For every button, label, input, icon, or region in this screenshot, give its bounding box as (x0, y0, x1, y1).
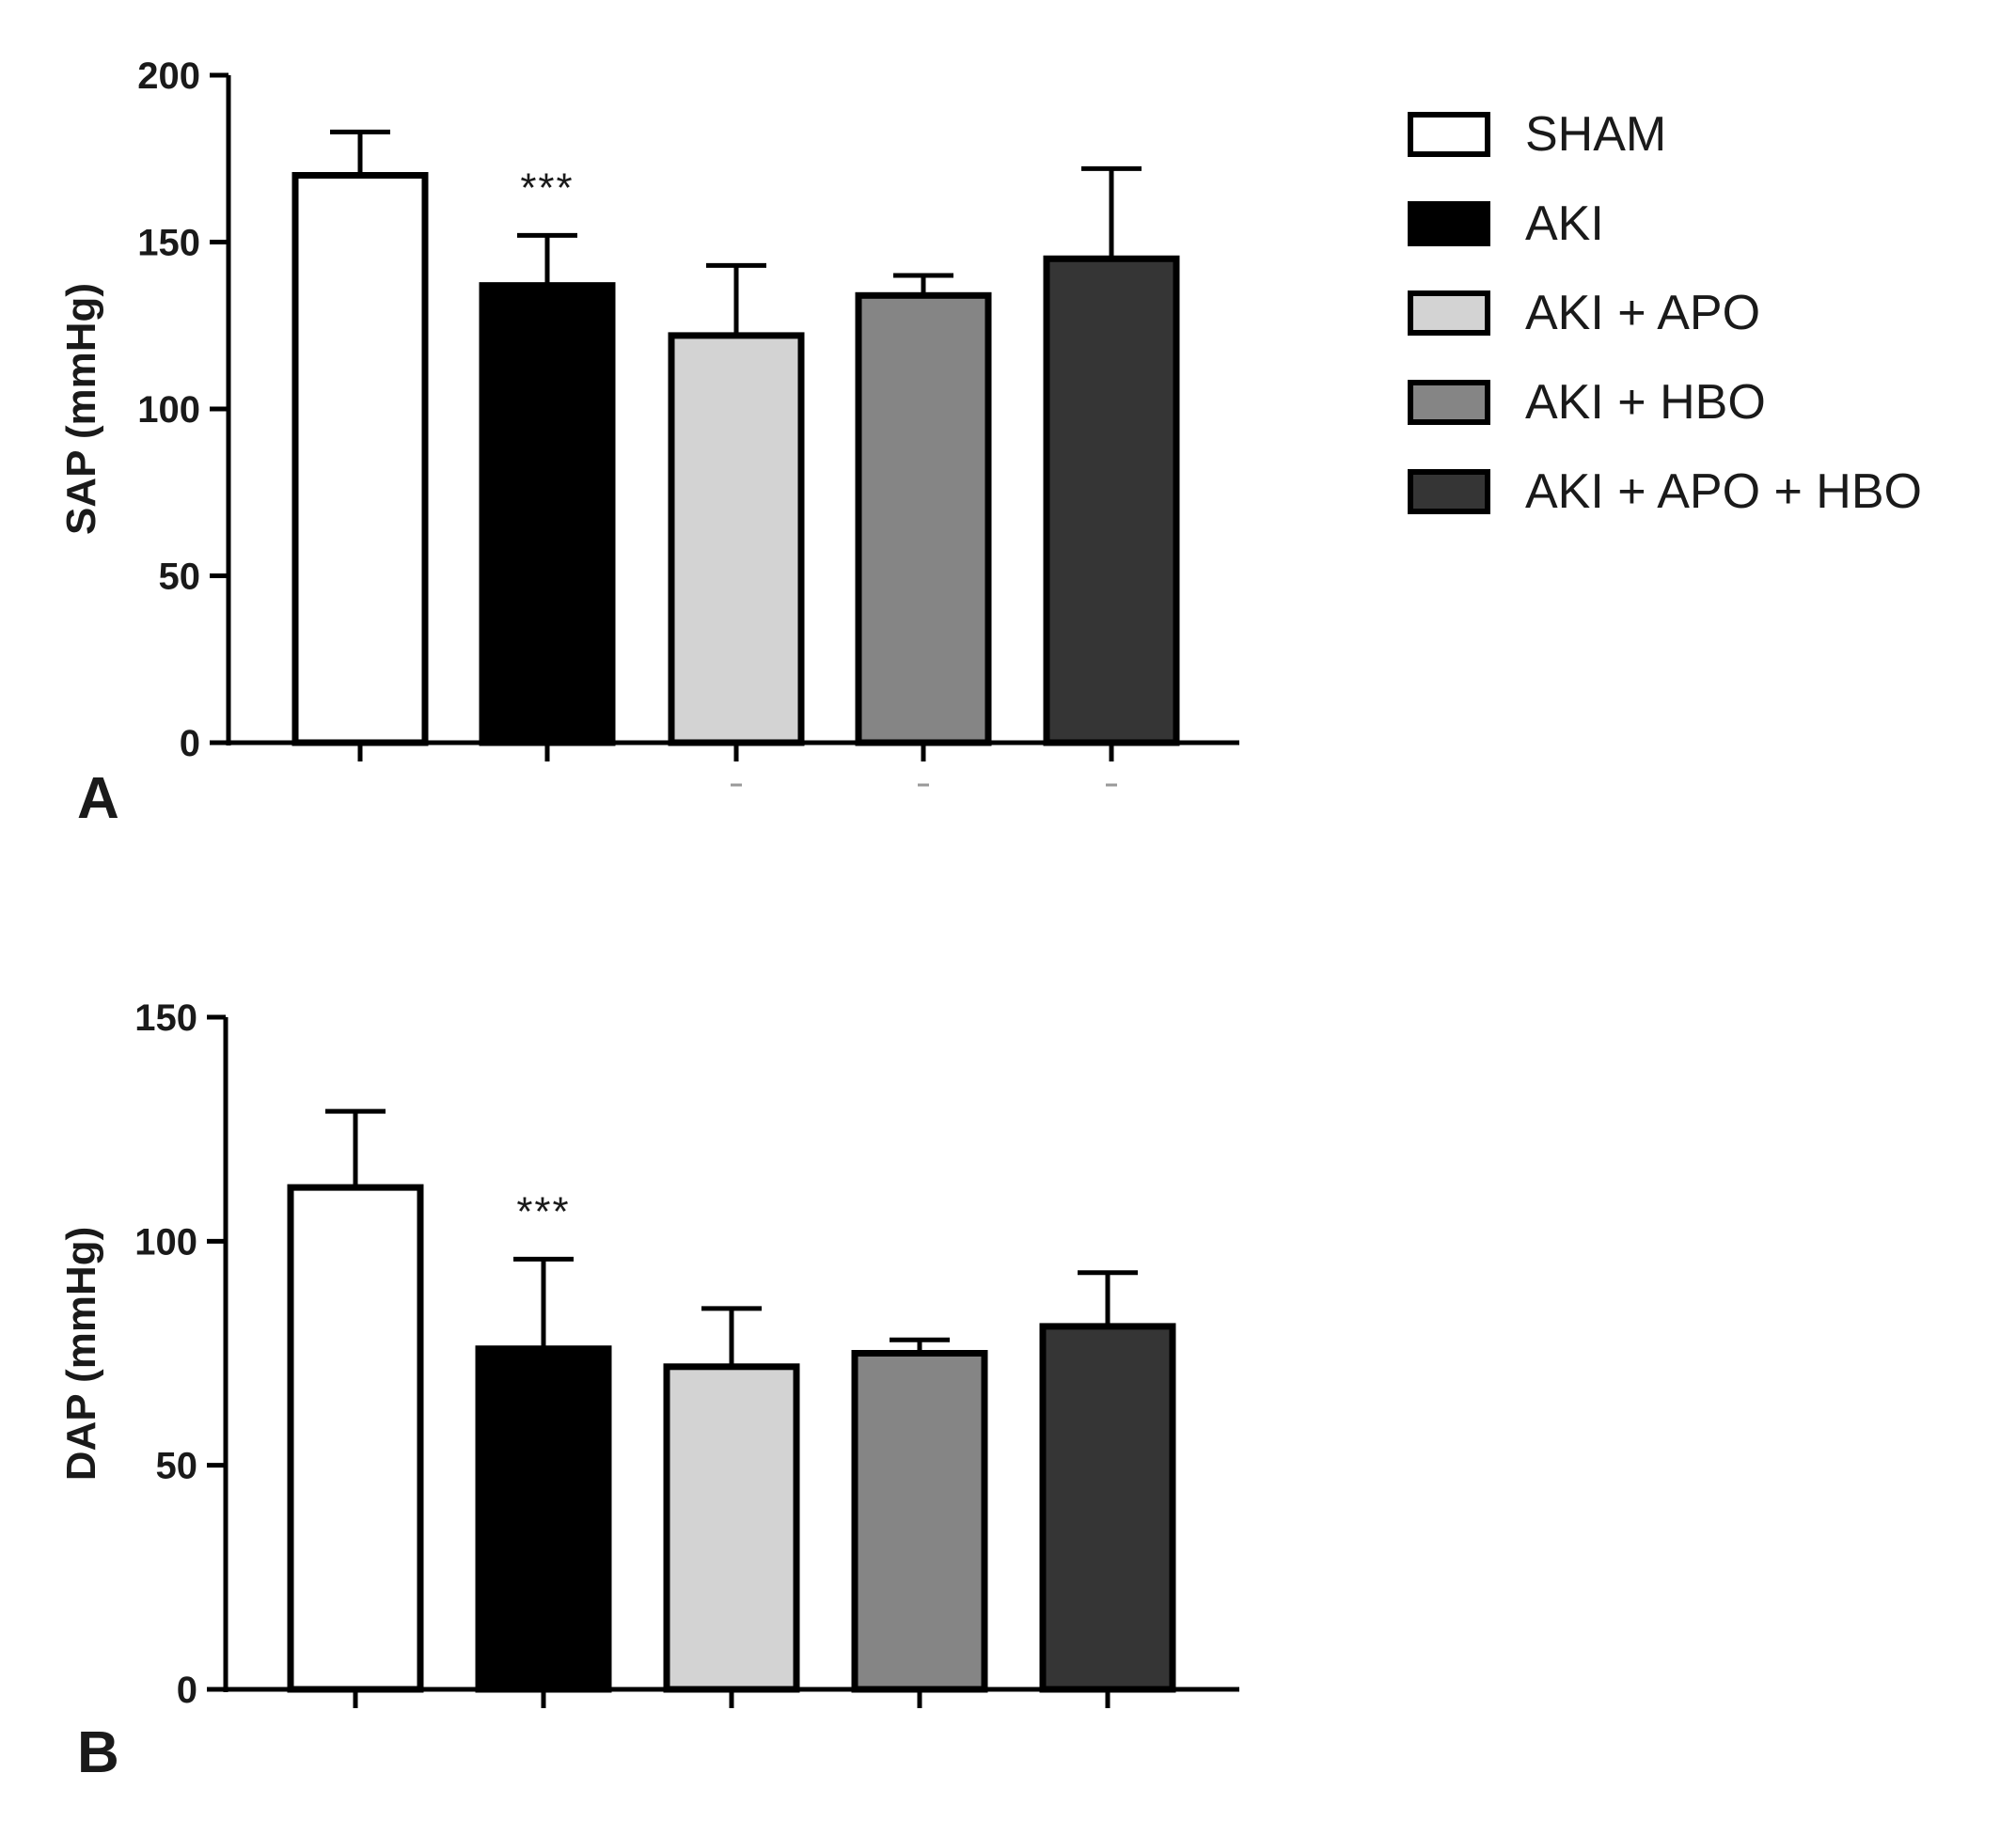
bar (663, 1363, 800, 1693)
y-axis-title: DAP (mmHg) (58, 1227, 104, 1482)
significance-marker: *** (520, 165, 574, 211)
bar (851, 1350, 988, 1693)
y-tick-label: 150 (134, 997, 197, 1039)
y-tick-label: 100 (134, 1221, 197, 1263)
y-tick-label: 200 (137, 55, 200, 97)
legend-label: AKI + APO + HBO (1525, 464, 1922, 519)
panel-label: B (77, 1720, 119, 1785)
y-tick-label: 50 (156, 1446, 198, 1487)
bar (479, 282, 616, 746)
legend: SHAM AKI AKI + APO AKI + HBO AKI + APO + HBO (1408, 107, 1922, 519)
legend-swatch (1408, 201, 1490, 246)
bar (855, 291, 992, 746)
legend-label: SHAM (1525, 107, 1666, 162)
y-axis-title: SAP (mmHg) (58, 283, 104, 535)
legend-label: AKI (1525, 196, 1604, 251)
y-tick-label: 100 (137, 389, 200, 431)
y-tick-label: 150 (137, 223, 200, 264)
bar (475, 1345, 612, 1693)
bar (668, 332, 805, 746)
legend-swatch (1408, 380, 1490, 425)
bar (291, 172, 429, 746)
legend-swatch (1408, 112, 1490, 157)
y-tick-label: 50 (159, 557, 201, 598)
legend-label: AKI + APO (1525, 286, 1760, 340)
legend-swatch (1408, 469, 1490, 514)
legend-swatch (1408, 290, 1490, 336)
significance-marker: *** (516, 1188, 570, 1234)
chart-panel-b: 0 50 100 150 DAP (mmHg) *** B (58, 997, 1239, 1785)
bar (1043, 255, 1180, 746)
y-tick-label: 0 (177, 1670, 197, 1711)
y-tick-label: 0 (180, 723, 200, 764)
chart-panel-a: 0 50 100 150 200 SAP (mmHg) *** A (58, 55, 1239, 831)
bar (287, 1184, 424, 1693)
panel-label: A (77, 766, 119, 831)
bar (1039, 1323, 1176, 1693)
legend-label: AKI + HBO (1525, 375, 1766, 430)
